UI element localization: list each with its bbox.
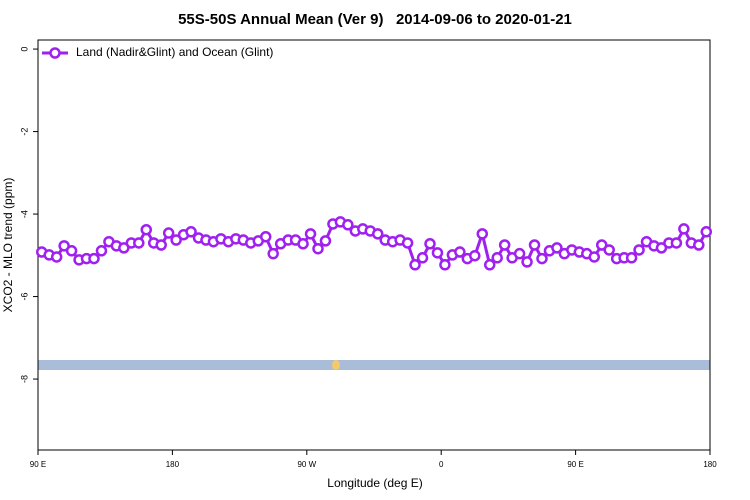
data-point [133, 237, 145, 249]
y-tick-label: -8 [19, 375, 29, 383]
x-tick-label: 90 E [567, 460, 583, 469]
data-point [170, 234, 182, 246]
data-point [95, 245, 108, 257]
data-point [371, 228, 384, 240]
plot-frame [37, 39, 711, 451]
data-point [58, 240, 70, 252]
data-point [595, 239, 608, 251]
x-tick-label: 0 [439, 460, 444, 469]
data-point [65, 245, 78, 257]
x-tick-label: 180 [166, 460, 180, 469]
y-axis-label: XCO2 - MLO trend (ppm) [1, 178, 15, 313]
data-point [454, 246, 466, 258]
land-patch [332, 360, 340, 370]
data-point [118, 242, 130, 254]
land-mask-strip [38, 360, 710, 370]
data-point [693, 239, 705, 251]
data-point [50, 251, 63, 263]
data-point [162, 227, 175, 239]
data-point [551, 242, 563, 254]
data-point [319, 235, 332, 247]
y-tick-label: -6 [19, 293, 29, 301]
x-tick-label: 180 [703, 460, 717, 469]
data-point [424, 238, 436, 250]
y-tick-label: 0 [19, 47, 29, 52]
data-point [498, 239, 511, 251]
legend-marker [49, 47, 61, 59]
data-point [469, 249, 481, 262]
data-point [476, 228, 489, 240]
data-point [491, 252, 503, 264]
y-tick-label: -4 [19, 210, 29, 218]
data-point [416, 252, 429, 264]
data-point [521, 256, 533, 268]
data-point [633, 244, 645, 256]
data-point [155, 239, 167, 251]
data-point [312, 242, 324, 255]
data-point [342, 219, 354, 231]
data-point [304, 228, 317, 240]
data-point [528, 239, 541, 251]
data-point [625, 252, 638, 264]
data-point [513, 247, 526, 260]
data-point [297, 238, 309, 250]
data-point [259, 231, 272, 243]
chart-title: 55S-50S Annual Mean (Ver 9) 2014-09-06 t… [178, 11, 572, 28]
data-point [409, 259, 421, 271]
data-point [401, 237, 414, 249]
data-point [655, 242, 668, 254]
data-point [588, 251, 601, 263]
x-axis-label: Longitude (deg E) [327, 476, 422, 490]
legend-label: Land (Nadir&Glint) and Ocean (Glint) [76, 45, 273, 59]
data-point [700, 226, 713, 238]
data-point [439, 259, 451, 271]
data-point [140, 223, 153, 236]
y-tick-label: -2 [19, 128, 29, 136]
data-point [670, 237, 683, 249]
data-point [483, 259, 496, 271]
x-tick-label: 90 E [30, 460, 46, 469]
data-point [431, 247, 444, 259]
data-point [603, 244, 615, 256]
data-point [267, 247, 279, 260]
x-tick-label: 90 W [297, 460, 316, 469]
data-point [678, 223, 690, 235]
data-point [185, 226, 197, 238]
data-point [88, 252, 100, 265]
data-point [536, 252, 548, 265]
